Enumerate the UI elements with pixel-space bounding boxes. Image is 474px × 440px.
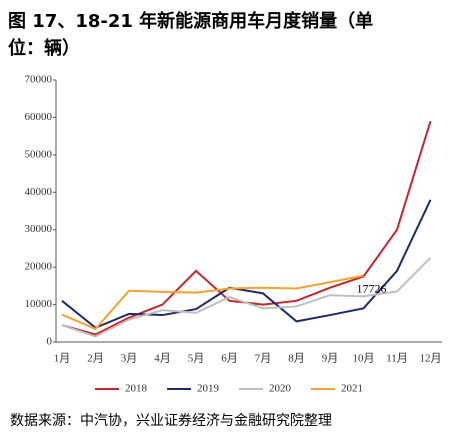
x-tick-label: 8月 (288, 353, 305, 365)
y-tick-label: 70000 (25, 74, 53, 86)
series-line (61, 274, 364, 331)
x-tick-label: 4月 (154, 353, 171, 365)
y-tick-label: 60000 (25, 111, 53, 123)
legend-label: 2020 (269, 383, 292, 395)
source: 数据来源：中汽协，兴业证券经济与金融研究院整理 (10, 413, 332, 429)
x-tick-label: 3月 (121, 353, 138, 365)
y-tick-label: 10000 (25, 298, 53, 310)
x-tick-label: 1月 (54, 353, 71, 365)
x-tick-label: 5月 (188, 353, 205, 365)
series-line (61, 257, 432, 338)
x-tick-label: 2月 (87, 353, 104, 365)
y-tick-label: 30000 (25, 223, 53, 235)
y-tick-label: 50000 (25, 148, 53, 160)
x-tick-label: 10月 (353, 353, 375, 365)
chart-title: 图 17、18-21 年新能源商用车月度销量（单位：辆） (8, 11, 374, 59)
x-tick-label: 9月 (322, 353, 339, 365)
y-tick-label: 20000 (25, 261, 53, 273)
legend-label: 2021 (341, 383, 363, 395)
legend-label: 2018 (125, 383, 148, 395)
y-tick-label: 40000 (25, 186, 53, 198)
x-tick-label: 12月 (420, 353, 442, 365)
y-tick-label: 0 (47, 336, 53, 348)
x-tick-label: 11月 (386, 353, 408, 365)
x-tick-label: 7月 (255, 353, 272, 365)
series-line (61, 199, 432, 329)
legend-label: 2019 (197, 383, 220, 395)
x-tick-label: 6月 (221, 353, 238, 365)
annotation: 17726 (357, 281, 387, 295)
